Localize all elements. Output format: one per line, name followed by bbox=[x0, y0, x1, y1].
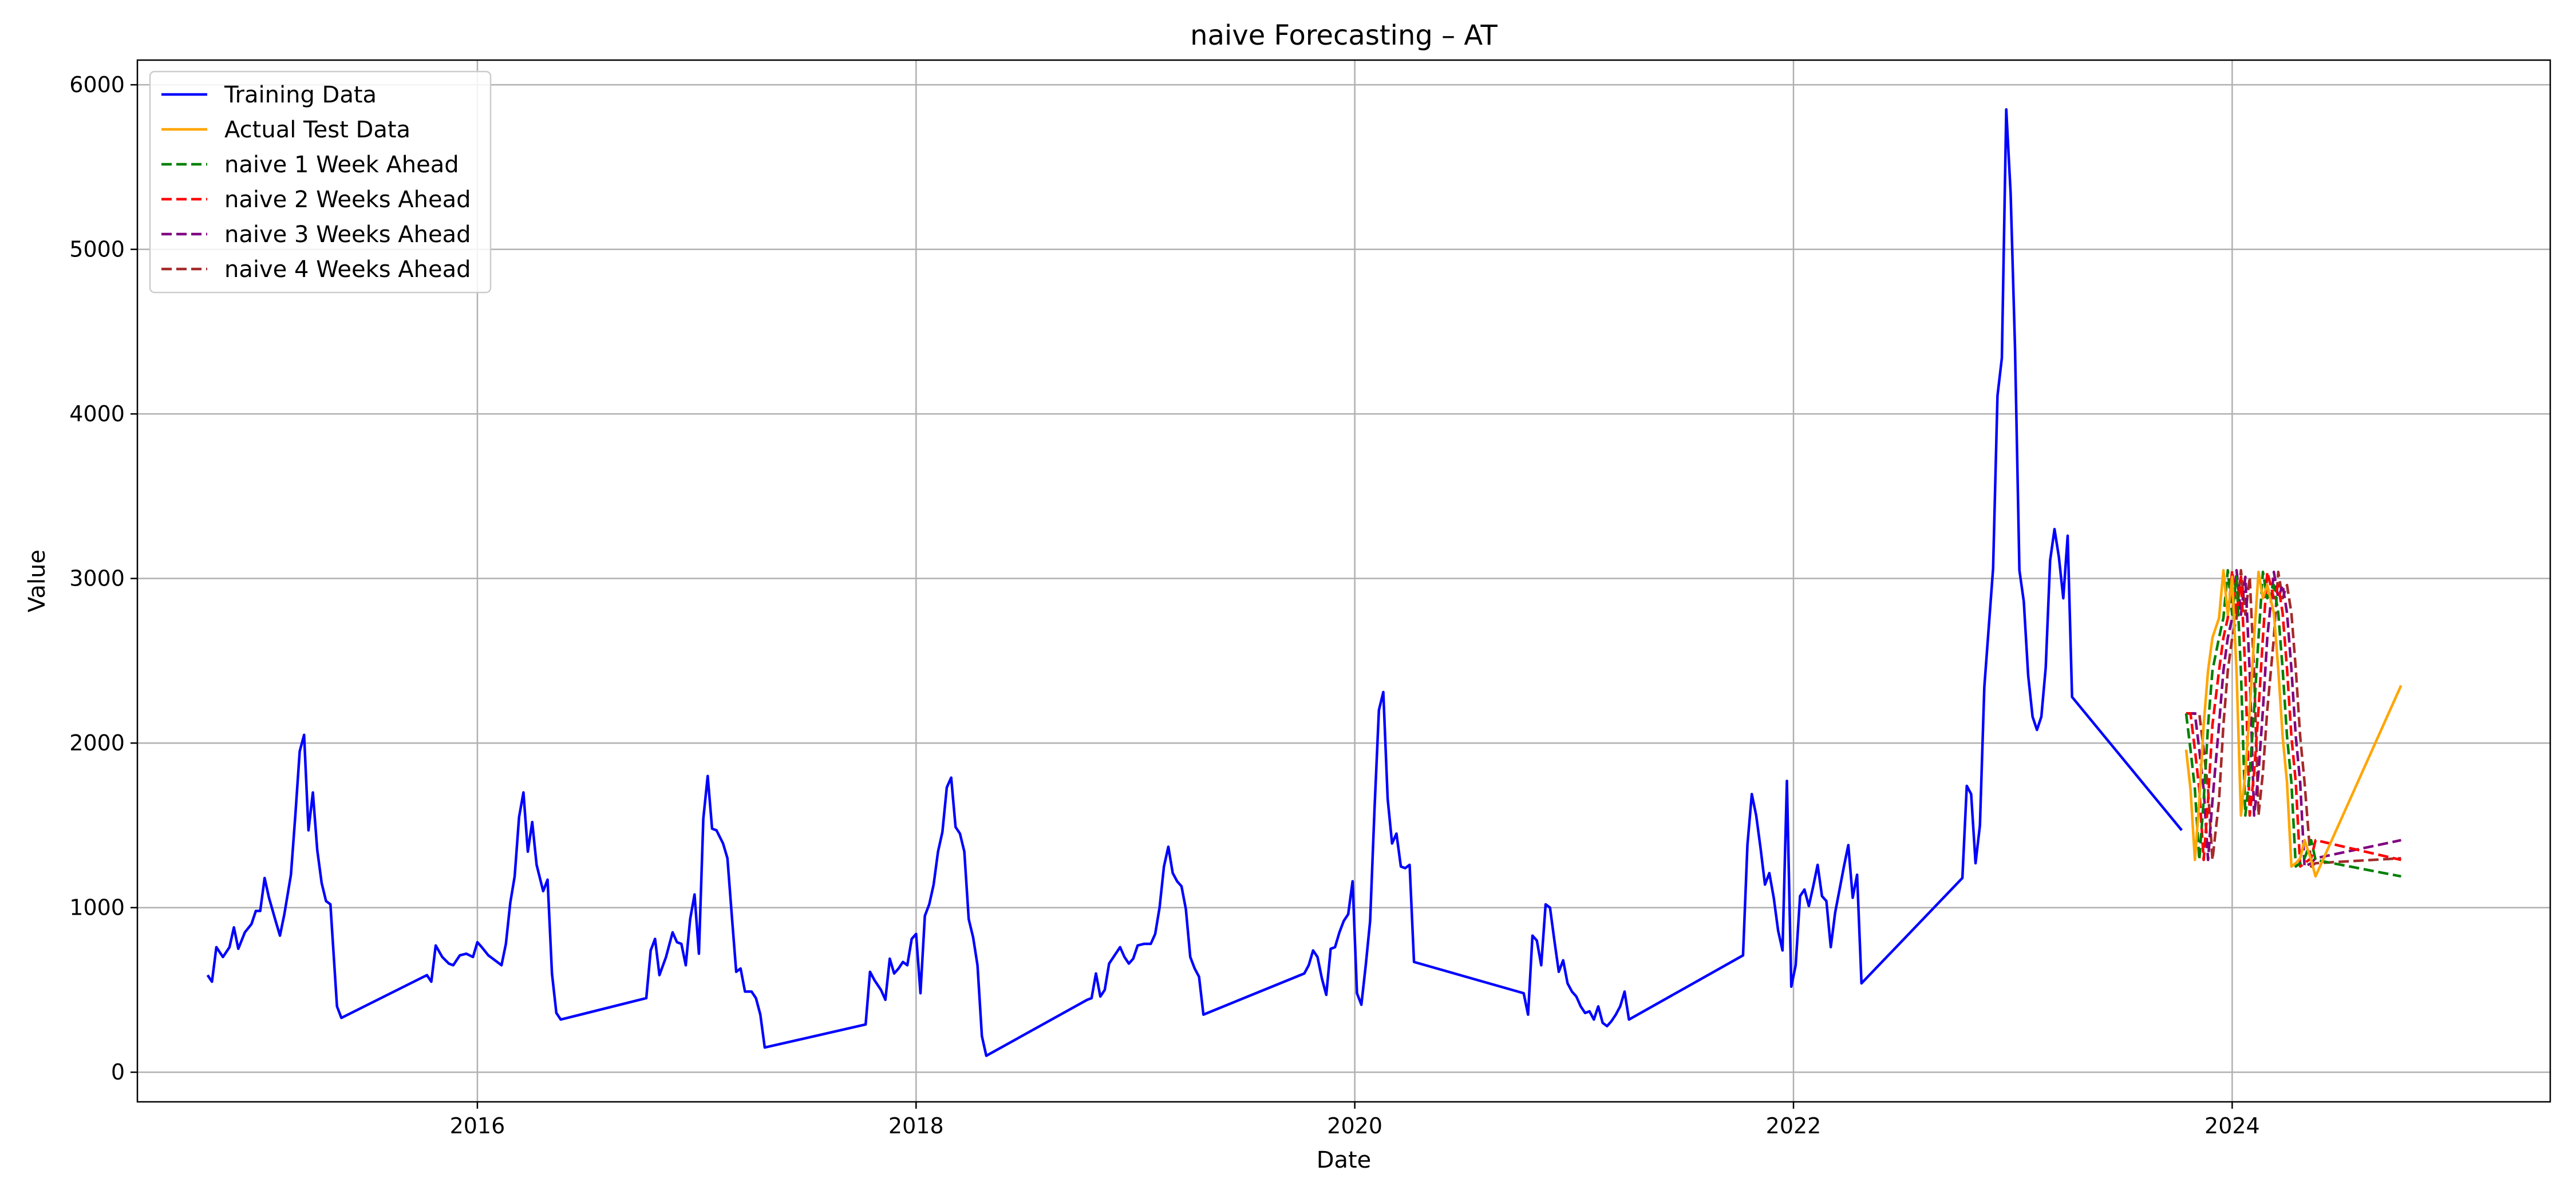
plot-frame bbox=[136, 59, 2551, 1103]
series-actual-test-data bbox=[2184, 569, 2403, 878]
x-tick-label: 2024 bbox=[2204, 1113, 2260, 1138]
series-w2-forecast bbox=[2186, 569, 2401, 868]
y-tick-label: 1000 bbox=[69, 895, 125, 920]
grid bbox=[137, 60, 2550, 1102]
y-tick-label: 0 bbox=[111, 1059, 125, 1085]
series-layer bbox=[206, 108, 2403, 1057]
y-tick-label: 2000 bbox=[69, 730, 125, 756]
legend-label: naive 1 Week Ahead bbox=[224, 152, 459, 178]
legend-label: Actual Test Data bbox=[224, 117, 410, 143]
legend-label: naive 2 Weeks Ahead bbox=[224, 187, 471, 213]
y-axis-label: Value bbox=[24, 549, 50, 612]
y-tick-label: 4000 bbox=[69, 401, 125, 426]
x-tick-label: 2020 bbox=[1327, 1113, 1382, 1138]
legend-box bbox=[149, 70, 492, 294]
legend-label: naive 4 Weeks Ahead bbox=[224, 256, 471, 283]
series-w3-forecast bbox=[2186, 569, 2401, 868]
y-tick-label: 6000 bbox=[69, 72, 125, 97]
ticks: 2016 2018 2020 2022 2024 0 1000 2000 3000 4000 500… bbox=[69, 72, 2259, 1138]
series-w1-forecast bbox=[2184, 569, 2401, 878]
x-tick-label: 2016 bbox=[450, 1113, 505, 1138]
series-w4-forecast bbox=[2186, 569, 2401, 868]
series-training-data bbox=[206, 108, 2183, 1057]
chart-title: naive Forecasting – AT bbox=[1190, 19, 1498, 52]
legend: Training Data Actual Test Data naive 1 Wee… bbox=[149, 70, 492, 294]
y-tick-label: 5000 bbox=[69, 237, 125, 262]
y-tick-label: 3000 bbox=[69, 566, 125, 591]
x-tick-label: 2022 bbox=[1766, 1113, 1822, 1138]
x-axis-label: Date bbox=[1317, 1147, 1372, 1173]
legend-label: naive 3 Weeks Ahead bbox=[224, 222, 471, 248]
legend-label: Training Data bbox=[224, 82, 377, 108]
x-tick-label: 2018 bbox=[888, 1113, 944, 1138]
